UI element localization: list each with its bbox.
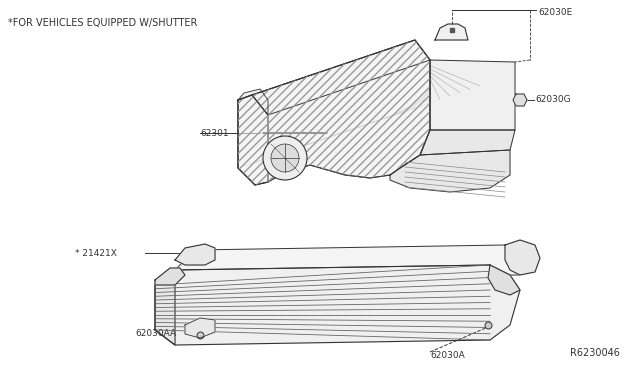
Text: R6230046: R6230046 <box>570 348 620 358</box>
Polygon shape <box>175 245 520 275</box>
Text: 62030G: 62030G <box>535 94 571 103</box>
Circle shape <box>263 136 307 180</box>
Text: * 21421X: * 21421X <box>75 248 117 257</box>
Polygon shape <box>155 268 185 285</box>
Polygon shape <box>175 244 215 265</box>
Polygon shape <box>488 265 520 295</box>
Polygon shape <box>155 265 520 345</box>
Polygon shape <box>238 40 430 185</box>
Text: 62030E: 62030E <box>538 8 572 17</box>
Text: 62030A: 62030A <box>430 350 465 359</box>
Polygon shape <box>420 130 515 155</box>
Circle shape <box>271 144 299 172</box>
Polygon shape <box>505 240 540 275</box>
Text: *FOR VEHICLES EQUIPPED W/SHUTTER: *FOR VEHICLES EQUIPPED W/SHUTTER <box>8 18 197 28</box>
Polygon shape <box>238 89 268 115</box>
Polygon shape <box>430 60 515 130</box>
Polygon shape <box>155 270 175 345</box>
Polygon shape <box>185 318 215 338</box>
Polygon shape <box>513 94 527 106</box>
Text: 62301: 62301 <box>200 128 228 138</box>
Polygon shape <box>252 40 430 115</box>
Polygon shape <box>435 24 468 40</box>
PathPatch shape <box>238 40 430 185</box>
Text: 62030AA: 62030AA <box>135 328 176 337</box>
Polygon shape <box>390 150 510 192</box>
Polygon shape <box>238 95 268 185</box>
